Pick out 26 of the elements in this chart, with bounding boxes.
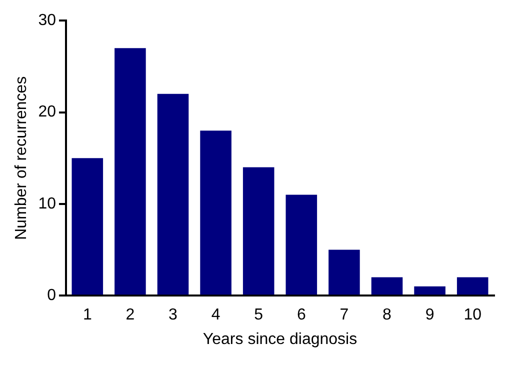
bar bbox=[456, 277, 488, 295]
bar bbox=[414, 286, 446, 295]
y-tick-label: 0 bbox=[47, 287, 56, 304]
bar bbox=[114, 48, 146, 295]
x-tick-label: 3 bbox=[168, 306, 178, 324]
x-tick-label: 10 bbox=[464, 306, 482, 324]
x-axis-title: Years since diagnosis bbox=[202, 330, 358, 348]
x-tick-label: 5 bbox=[254, 306, 264, 324]
x-tick-label: 4 bbox=[211, 306, 220, 324]
x-tick-label: 1 bbox=[82, 306, 92, 324]
y-tick-label: 10 bbox=[38, 195, 56, 212]
x-tick-label: 2 bbox=[126, 306, 135, 324]
y-axis-title: Number of recurrences bbox=[13, 76, 30, 240]
bar bbox=[286, 194, 318, 295]
bar bbox=[200, 130, 232, 295]
bar bbox=[242, 167, 274, 295]
bar bbox=[371, 277, 403, 295]
y-tick-label: 30 bbox=[38, 12, 56, 30]
bar bbox=[157, 94, 189, 295]
x-tick-label: 9 bbox=[425, 306, 434, 324]
x-tick-label: 8 bbox=[382, 306, 392, 324]
y-tick-label: 20 bbox=[38, 104, 56, 121]
x-tick-label: 6 bbox=[296, 306, 306, 324]
bar bbox=[72, 158, 104, 295]
x-tick-label: 7 bbox=[340, 306, 349, 324]
bar bbox=[328, 250, 360, 295]
